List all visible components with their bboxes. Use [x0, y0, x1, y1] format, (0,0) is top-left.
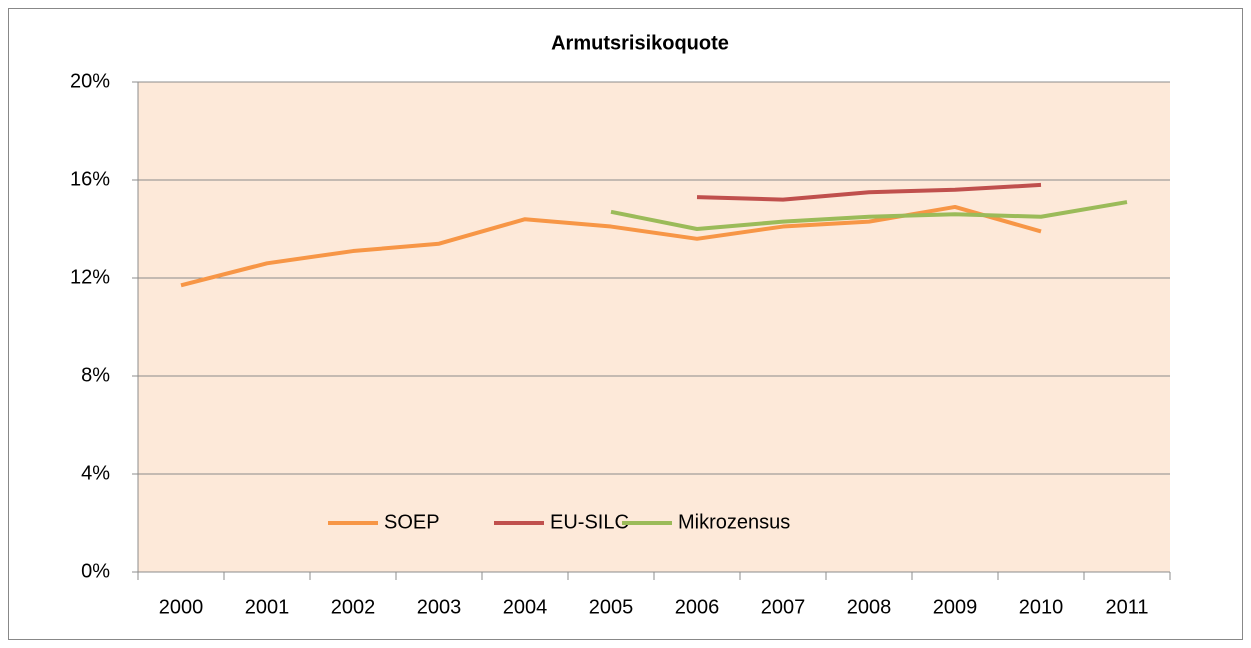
- x-tick-label: 2011: [1105, 596, 1148, 618]
- y-tick-label: 16%: [70, 168, 110, 190]
- x-tick-label: 2007: [761, 596, 806, 618]
- series-line: [696, 182, 1042, 202]
- x-tick-label: 2000: [159, 596, 204, 618]
- legend-label: SOEP: [384, 511, 440, 533]
- plot-area: [138, 82, 1170, 572]
- legend-label: Mikrozensus: [678, 511, 790, 533]
- series-line: [610, 200, 1128, 231]
- x-tick-label: 2004: [503, 596, 548, 618]
- x-tick-label: 2001: [245, 596, 290, 618]
- y-tick-label: 20%: [70, 70, 110, 92]
- y-tick-label: 0%: [81, 560, 110, 582]
- y-tick-label: 12%: [70, 266, 110, 288]
- x-tick-label: 2009: [933, 596, 978, 618]
- x-tick-label: 2005: [589, 596, 634, 618]
- x-tick-label: 2010: [1019, 596, 1064, 618]
- x-tick-label: 2002: [331, 596, 376, 618]
- y-tick-label: 8%: [81, 364, 110, 386]
- y-tick-label: 4%: [81, 462, 110, 484]
- x-tick-label: 2003: [417, 596, 462, 618]
- chart-title: Armutsrisikoquote: [551, 32, 729, 54]
- x-tick-label: 2008: [847, 596, 892, 618]
- x-tick-label: 2006: [675, 596, 720, 618]
- legend-label: EU-SILC: [550, 511, 629, 533]
